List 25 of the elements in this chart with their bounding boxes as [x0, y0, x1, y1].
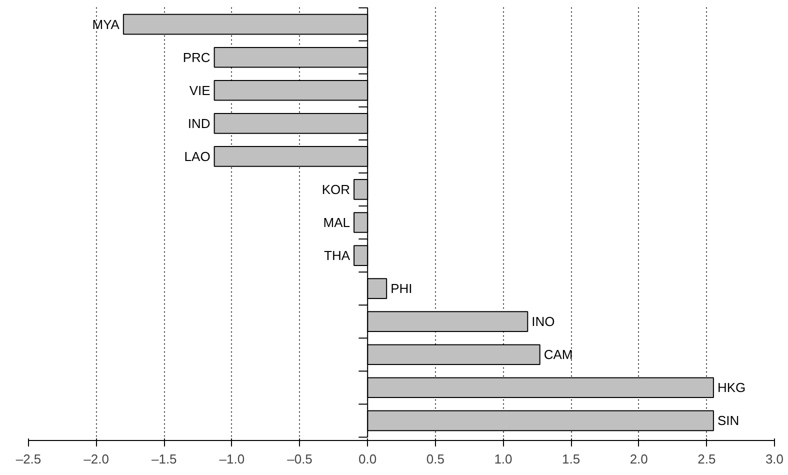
x-tick-label: –2.5	[16, 452, 42, 466]
y-tick-label: VIE	[189, 82, 211, 98]
y-tick-label: IND	[188, 116, 210, 131]
x-tick-label: 1.5	[562, 452, 580, 466]
y-tick-label: THA	[324, 248, 350, 264]
y-tick-label: PHI	[390, 281, 412, 296]
y-tick-label: CAM	[544, 347, 573, 362]
y-tick-label: PRC	[182, 50, 210, 65]
y-tick-label: MYA	[92, 16, 120, 32]
y-tick-label: HKG	[717, 380, 746, 396]
y-tick-label: LAO	[184, 148, 210, 164]
y-tick-label: SIN	[717, 413, 740, 428]
x-tick-label: 3.0	[765, 452, 784, 466]
x-tick-label: –1.5	[151, 452, 177, 466]
x-tick-label: –1.0	[219, 452, 245, 466]
y-tick-label: KOR	[322, 182, 350, 197]
x-tick-label: 0.0	[358, 452, 377, 466]
x-tick-label: 0.5	[426, 452, 444, 466]
y-tick-label: INO	[532, 314, 555, 330]
x-tick-label: 1.0	[494, 452, 512, 466]
x-tick-label: –2.0	[84, 452, 109, 466]
y-tick-label: MAL	[323, 215, 350, 230]
x-tick-label: 2.5	[698, 452, 716, 466]
x-tick-label: 2.0	[630, 452, 648, 466]
x-tick-label: –0.5	[287, 452, 312, 466]
